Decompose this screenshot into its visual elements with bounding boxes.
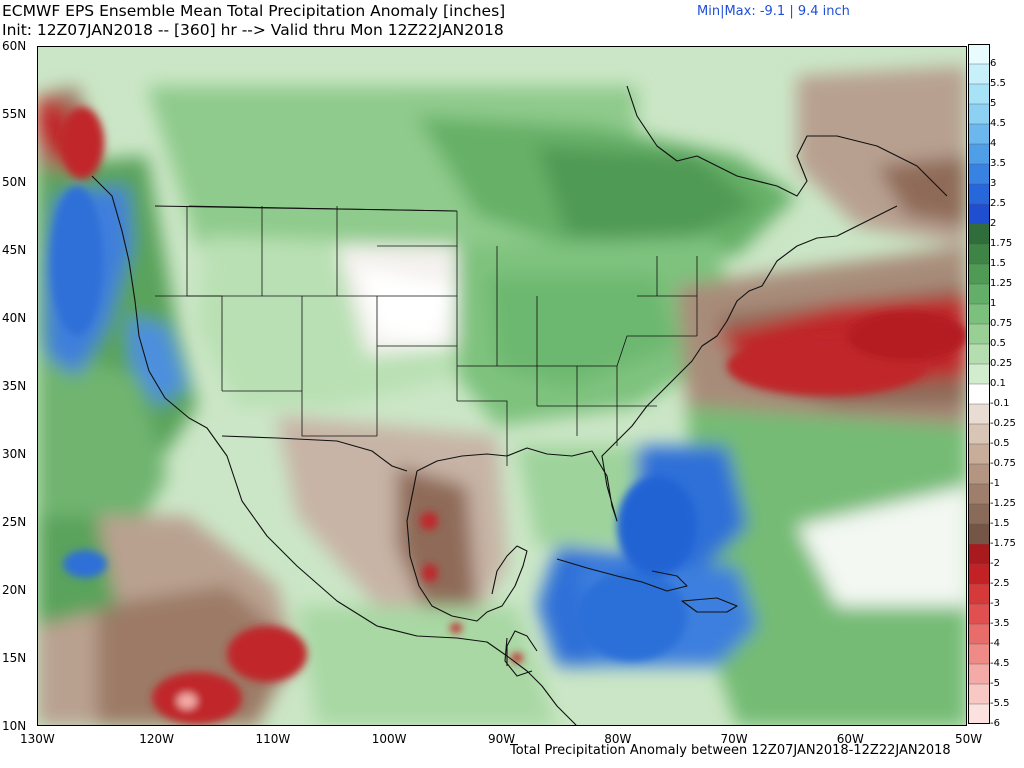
- min-max-readout: Min|Max: -9.1 | 9.4 inch: [697, 4, 850, 19]
- colorbar-swatch: [968, 103, 990, 125]
- longitude-tick-label: 100W: [371, 732, 407, 746]
- colorbar-label: 6: [990, 58, 997, 69]
- latitude-tick-label: 55N: [2, 107, 27, 121]
- colorbar-label: 1: [990, 298, 997, 309]
- colorbar-swatch: [968, 44, 990, 65]
- colorbar-swatch: [968, 503, 990, 525]
- country-borders: [154, 205, 533, 677]
- colorbar-swatch: [968, 603, 990, 625]
- colorbar-swatch: [968, 543, 990, 565]
- colorbar-swatch: [968, 443, 990, 465]
- colorbar-swatch: [968, 403, 990, 425]
- latitude-tick-label: 50N: [2, 175, 27, 189]
- colorbar-label: 1.75: [990, 238, 1013, 249]
- colorbar-swatch: [968, 663, 990, 685]
- colorbar-label: 0.75: [990, 318, 1013, 329]
- colorbar-label: 5.5: [990, 78, 1006, 89]
- longitude-tick-label: 110W: [255, 732, 291, 746]
- latitude-tick-label: 60N: [2, 39, 27, 53]
- colorbar-label: -0.5: [990, 438, 1010, 449]
- colorbar-swatch: [968, 343, 990, 365]
- colorbar-swatch: [968, 703, 990, 724]
- anomaly-field: [37, 66, 967, 726]
- colorbar-label: -5: [990, 678, 1000, 689]
- colorbar-swatch: [968, 643, 990, 665]
- colorbar-swatch: [968, 283, 990, 305]
- colorbar-label: 1.25: [990, 278, 1013, 289]
- colorbar-swatch: [968, 63, 990, 85]
- anomaly-cores: [51, 107, 967, 724]
- colorbar-swatch: [968, 483, 990, 505]
- colorbar-label: -1.5: [990, 518, 1010, 529]
- colorbar-label: -2.5: [990, 578, 1010, 589]
- colorbar-label: -0.25: [990, 418, 1016, 429]
- colorbar-swatch: [968, 223, 990, 245]
- map-title: ECMWF EPS Ensemble Mean Total Precipitat…: [2, 2, 506, 20]
- colorbar-label: -1: [990, 478, 1000, 489]
- colorbar-label: -4: [990, 638, 1000, 649]
- footer-caption: Total Precipitation Anomaly between 12Z0…: [510, 743, 951, 758]
- colorbar-label: 2: [990, 218, 997, 229]
- colorbar-label: 0.5: [990, 338, 1006, 349]
- colorbar-label: -0.75: [990, 458, 1016, 469]
- colorbar-swatch: [968, 83, 990, 105]
- colorbar-label: 3: [990, 178, 997, 189]
- latitude-tick-label: 25N: [2, 515, 27, 529]
- colorbar-label: 5: [990, 98, 997, 109]
- longitude-tick-label: 70W: [720, 732, 748, 746]
- longitude-tick-label: 120W: [139, 732, 175, 746]
- colorbar-swatch: [968, 323, 990, 345]
- colorbar-label: -2: [990, 558, 1000, 569]
- colorbar-label: -3: [990, 598, 1000, 609]
- colorbar-label: -4.5: [990, 658, 1010, 669]
- latitude-tick-label: 15N: [2, 651, 27, 665]
- colorbar-swatch: [968, 143, 990, 165]
- colorbar-swatch: [968, 683, 990, 705]
- colorbar-swatch: [968, 363, 990, 385]
- latitude-tick-label: 30N: [2, 447, 27, 461]
- colorbar-label: 2.5: [990, 198, 1006, 209]
- longitude-tick-label: 50W: [955, 732, 983, 746]
- colorbar-outline: [968, 44, 990, 724]
- colorbar: [968, 44, 990, 724]
- longitude-tick-label: 80W: [604, 732, 632, 746]
- colorbar-label: -3.5: [990, 618, 1010, 629]
- longitude-tick-label: 90W: [488, 732, 516, 746]
- colorbar-swatch: [968, 383, 990, 405]
- colorbar-swatch: [968, 583, 990, 605]
- colorbar-label: -6: [990, 718, 1000, 729]
- colorbar-label: 3.5: [990, 158, 1006, 169]
- colorbar-label: -1.25: [990, 498, 1016, 509]
- colorbar-label: 1.5: [990, 258, 1006, 269]
- latitude-tick-label: 20N: [2, 583, 27, 597]
- colorbar-swatch: [968, 183, 990, 205]
- colorbar-swatch: [968, 623, 990, 645]
- colorbar-swatch: [968, 423, 990, 445]
- latitude-tick-label: 45N: [2, 243, 27, 257]
- colorbar-swatch: [968, 123, 990, 145]
- latitude-tick-label: 40N: [2, 311, 27, 325]
- colorbar-swatch: [968, 303, 990, 325]
- colorbar-label: -1.75: [990, 538, 1016, 549]
- latitude-tick-label: 35N: [2, 379, 27, 393]
- colorbar-label: 0.25: [990, 358, 1013, 369]
- colorbar-label: 0.1: [990, 378, 1006, 389]
- longitude-tick-label: 60W: [836, 732, 864, 746]
- colorbar-label: 4: [990, 138, 997, 149]
- colorbar-label: -5.5: [990, 698, 1010, 709]
- longitude-tick-label: 130W: [20, 732, 55, 746]
- colorbar-swatch: [968, 263, 990, 285]
- colorbar-swatch: [968, 523, 990, 545]
- colorbar-swatch: [968, 463, 990, 485]
- colorbar-swatch: [968, 163, 990, 185]
- precipitation-anomaly-map: [37, 46, 967, 726]
- colorbar-label: -0.1: [990, 398, 1010, 409]
- colorbar-swatch: [968, 563, 990, 585]
- map-subtitle: Init: 12Z07JAN2018 -- [360] hr --> Valid…: [2, 21, 504, 39]
- colorbar-label: 4.5: [990, 118, 1006, 129]
- colorbar-swatch: [968, 243, 990, 265]
- colorbar-swatch: [968, 203, 990, 225]
- latitude-tick-label: 10N: [2, 719, 27, 733]
